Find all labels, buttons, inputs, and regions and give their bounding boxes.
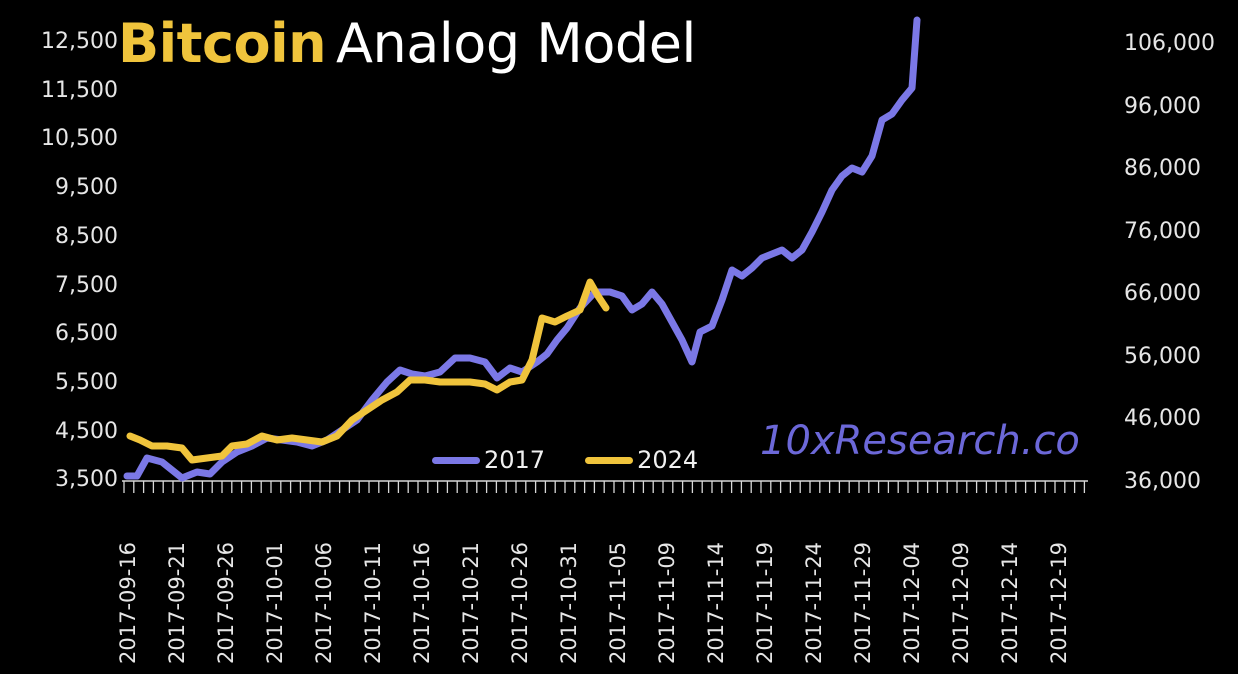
right-axis-tick: 46,000 bbox=[1124, 406, 1201, 431]
left-axis-tick: 5,500 bbox=[55, 369, 118, 395]
right-axis-tick: 66,000 bbox=[1124, 281, 1201, 306]
legend: 2017 2024 bbox=[432, 446, 738, 474]
legend-item-2017: 2017 bbox=[432, 446, 545, 474]
watermark: 10xResearch.co bbox=[760, 418, 1080, 464]
title-analog-model: Analog Model bbox=[336, 12, 696, 75]
legend-swatch-2017 bbox=[432, 456, 480, 464]
series-2017-line bbox=[123, 16, 921, 482]
left-axis-tick: 7,500 bbox=[55, 272, 118, 298]
chart-title: Bitcoin Analog Model bbox=[118, 12, 696, 75]
legend-label-2017: 2017 bbox=[484, 446, 546, 474]
left-axis-tick: 8,500 bbox=[55, 223, 118, 249]
left-axis-tick: 12,500 bbox=[41, 29, 118, 54]
left-axis-tick: 11,500 bbox=[41, 77, 118, 103]
right-axis-tick: 86,000 bbox=[1124, 156, 1201, 181]
x-axis-ticks bbox=[123, 481, 1086, 493]
right-axis-tick: 96,000 bbox=[1124, 93, 1201, 119]
legend-label-2024: 2024 bbox=[637, 446, 699, 474]
left-axis-tick: 4,500 bbox=[55, 418, 118, 444]
left-axis-tick: 10,500 bbox=[41, 126, 118, 152]
right-axis-tick: 76,000 bbox=[1124, 218, 1201, 244]
left-axis-tick: 9,500 bbox=[55, 175, 118, 201]
legend-item-2024: 2024 bbox=[585, 446, 698, 474]
title-bitcoin: Bitcoin bbox=[118, 12, 327, 75]
right-axis-tick: 56,000 bbox=[1124, 343, 1201, 369]
left-axis-tick: 3,500 bbox=[55, 467, 118, 493]
right-axis-tick: 106,000 bbox=[1124, 31, 1215, 56]
left-axis-tick: 6,500 bbox=[55, 321, 118, 347]
right-axis-tick: 36,000 bbox=[1124, 468, 1201, 494]
legend-swatch-2024 bbox=[585, 456, 634, 464]
series-2024-line bbox=[126, 278, 610, 464]
